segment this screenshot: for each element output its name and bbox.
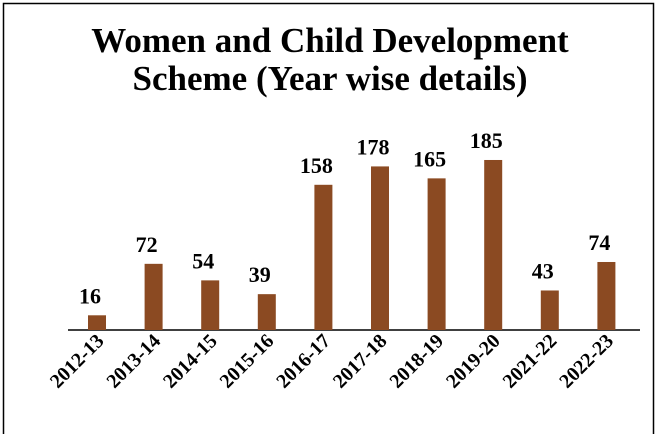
x-tick-label: 2019-20 [442, 330, 505, 393]
data-label: 158 [300, 153, 333, 178]
bar [314, 184, 333, 330]
data-label: 39 [249, 262, 271, 287]
x-tick-label: 2022-23 [555, 330, 618, 393]
data-label: 16 [79, 283, 101, 308]
x-tick-label: 2018-19 [385, 330, 448, 393]
bar [484, 159, 503, 330]
x-tick-label: 2014-15 [159, 330, 222, 393]
x-tick-label: 2021-22 [499, 330, 562, 393]
data-label: 178 [357, 134, 390, 159]
bar [201, 280, 220, 330]
x-tick-label: 2015-16 [216, 330, 279, 393]
x-tick-label: 2013-14 [102, 330, 165, 393]
x-tick-label: 2016-17 [272, 330, 335, 393]
data-label: 72 [136, 232, 158, 257]
x-tick-label: 2017-18 [329, 330, 392, 393]
bar [540, 290, 559, 330]
bar [257, 294, 276, 330]
data-label: 43 [532, 258, 554, 283]
data-label: 74 [588, 230, 610, 255]
x-tick-label: 2012-13 [46, 330, 109, 393]
chart-title: Women and Child Development Scheme (Year… [91, 21, 569, 98]
data-label: 54 [192, 248, 214, 273]
data-label: 185 [470, 128, 503, 153]
bar [597, 261, 616, 330]
bar [371, 166, 389, 330]
bar [144, 263, 163, 330]
bar [427, 178, 446, 330]
data-label: 165 [413, 146, 446, 171]
bar [88, 315, 106, 330]
